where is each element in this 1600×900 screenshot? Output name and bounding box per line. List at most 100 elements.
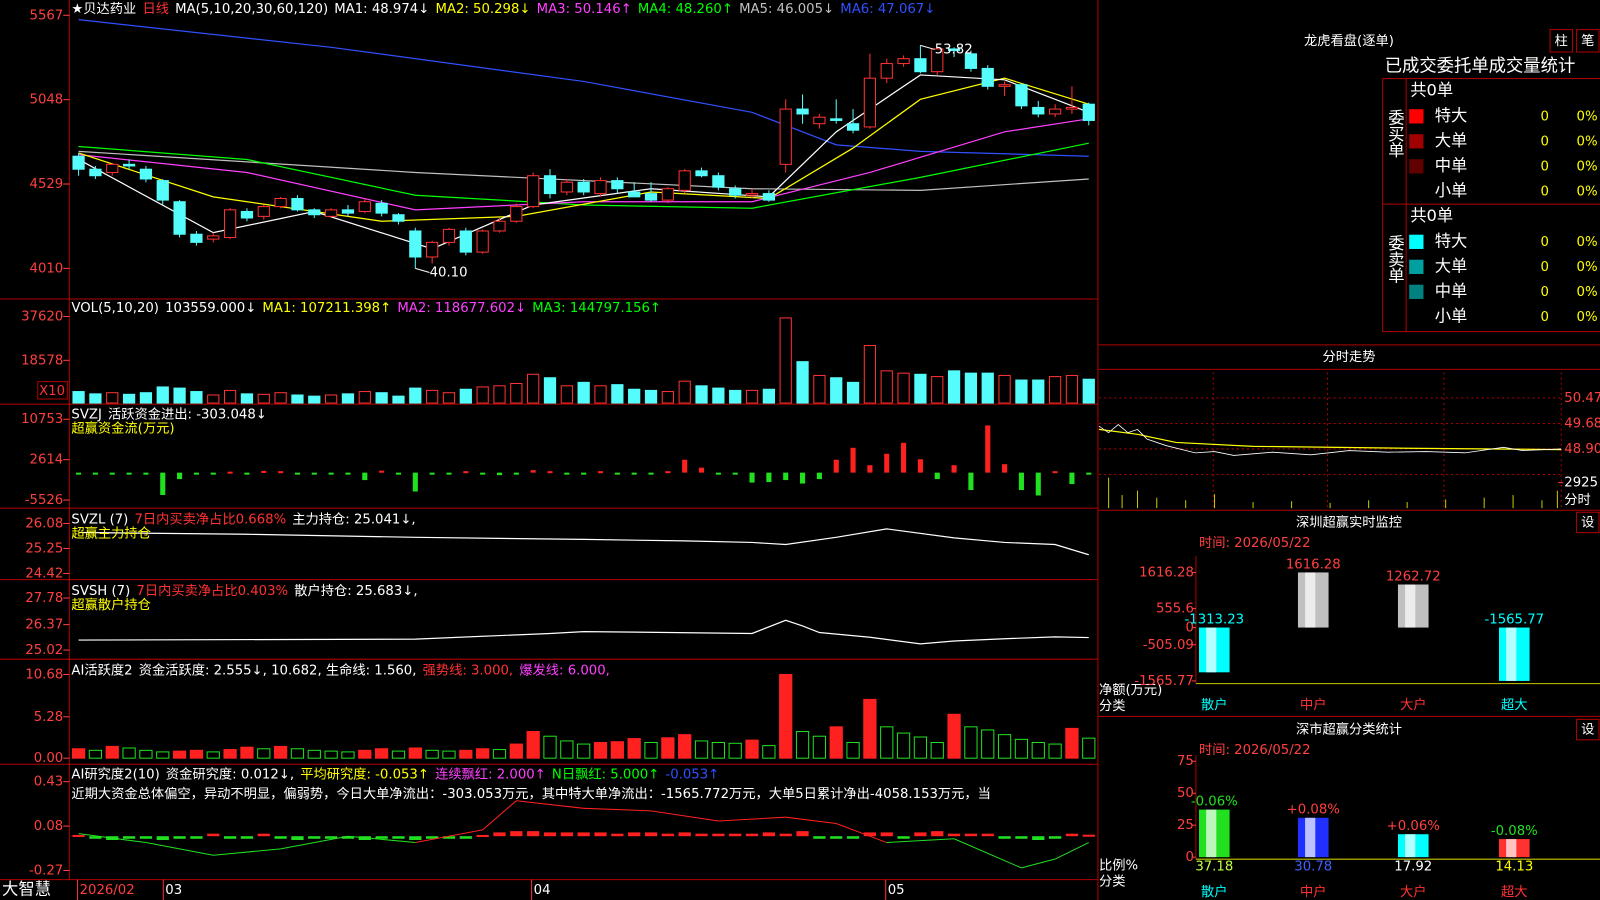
activity-bar xyxy=(459,749,473,759)
panel-header: ★贝达药业 xyxy=(71,1,136,17)
activity-bar xyxy=(1082,737,1096,759)
panel-header: MA1: 107211.398↑ xyxy=(262,301,391,316)
research-bar xyxy=(611,833,624,837)
panel-header: 资金研究度: 0.012↓, xyxy=(166,766,294,782)
volume-bar xyxy=(779,317,792,404)
timestamp: 时间: 2026/05/22 xyxy=(1199,742,1311,758)
panel-header: SVSH (7) xyxy=(71,584,130,599)
panel-header: MA4: 48.260↑ xyxy=(638,2,733,17)
timestamp: 时间: 2026/05/22 xyxy=(1199,535,1311,551)
research-bar xyxy=(459,836,472,839)
candle-body xyxy=(914,58,927,73)
research-bar xyxy=(779,833,792,837)
flow-bar xyxy=(530,470,536,473)
flow-bar xyxy=(884,453,890,473)
settings-button[interactable]: 设 xyxy=(1581,722,1594,738)
research-line xyxy=(347,835,416,844)
value-label: 30.78 xyxy=(1294,859,1332,874)
volume-bar xyxy=(813,374,826,404)
research-bar xyxy=(813,836,826,839)
x-axis-label: 03 xyxy=(165,883,182,898)
table-heading: 已成交委托单成交量统计 xyxy=(1385,56,1576,76)
y-tick-label: 5.28 xyxy=(34,710,64,725)
activity-bar xyxy=(880,726,894,759)
volume-bar xyxy=(257,393,270,404)
volume-bar xyxy=(1015,379,1028,404)
activity-bar xyxy=(795,731,810,759)
activity-bar xyxy=(139,749,153,759)
category-label: 大户 xyxy=(1400,883,1427,900)
candle-body xyxy=(106,163,119,173)
category-label: 中户 xyxy=(1300,696,1327,713)
research-bar xyxy=(156,836,169,841)
activity-bar xyxy=(997,734,1012,759)
volume-bar xyxy=(156,386,169,404)
panel-header: MA2: 118677.602↓ xyxy=(397,301,526,316)
panel-header: AI研究度2(10) xyxy=(71,766,159,782)
row-pct: 0% xyxy=(1577,285,1598,300)
candle-body xyxy=(493,220,506,232)
flow-bar xyxy=(109,472,115,475)
flow-bar xyxy=(749,472,755,483)
candle-body xyxy=(964,53,978,69)
value-label: 1262.72 xyxy=(1386,569,1441,584)
volume-bar xyxy=(931,376,944,404)
flow-bar xyxy=(311,472,317,475)
flow-bar xyxy=(160,472,166,495)
y-tick-label: 5567 xyxy=(30,8,64,23)
activity-bar xyxy=(913,736,928,759)
panel-header: MA(5,10,20,30,60,120) xyxy=(175,2,328,17)
category-label: 超大 xyxy=(1501,884,1528,900)
tab-button[interactable]: 柱 xyxy=(1555,33,1568,49)
research-bar xyxy=(122,836,136,839)
activity-bar xyxy=(189,749,204,759)
volume-bar xyxy=(1065,374,1079,404)
volume-bar xyxy=(981,372,994,404)
change-label: -0.06% xyxy=(1191,794,1238,809)
settings-button[interactable]: 设 xyxy=(1581,514,1594,530)
y-tick-label: 0.43 xyxy=(34,775,64,790)
volume-bar xyxy=(914,373,927,404)
activity-bar xyxy=(846,741,860,759)
flow-bar xyxy=(648,472,654,475)
row-pct: 0% xyxy=(1577,184,1598,199)
flow-bar xyxy=(783,472,789,481)
candle-body xyxy=(325,209,338,217)
volume-bar xyxy=(392,395,405,404)
flow-bar xyxy=(412,472,418,492)
candle-body xyxy=(459,230,472,253)
y-tick-label: 5048 xyxy=(30,93,64,108)
indicator-line xyxy=(78,528,1089,556)
volume-bar xyxy=(173,387,186,404)
row-pct: 0% xyxy=(1577,235,1598,250)
research-bar xyxy=(89,836,102,839)
axis-label: 分类 xyxy=(1099,874,1126,890)
panel-header: 日线 xyxy=(142,1,169,17)
tab-button[interactable]: 笔 xyxy=(1581,33,1594,49)
volume-label: 分时 xyxy=(1564,492,1591,508)
research-line xyxy=(836,823,887,844)
row-pct: 0% xyxy=(1577,109,1598,124)
research-bar xyxy=(409,836,422,841)
volume-bar xyxy=(442,392,456,404)
research-bar xyxy=(947,833,961,837)
panel-header: VOL(5,10,20) xyxy=(71,301,159,316)
y-tick-label: 49.68 xyxy=(1564,417,1600,432)
flow-bar xyxy=(968,472,974,491)
activity-bar xyxy=(694,740,709,759)
y-tick-label: 50 xyxy=(1177,786,1194,801)
research-bar xyxy=(661,833,674,837)
research-bar xyxy=(762,832,775,837)
activity-bar xyxy=(947,713,961,759)
activity-bar xyxy=(307,749,321,759)
volume-bar xyxy=(240,393,254,404)
candle-body xyxy=(72,155,85,170)
flow-bar xyxy=(446,472,452,475)
candle-body xyxy=(1015,84,1028,107)
research-bar xyxy=(493,832,506,837)
research-line xyxy=(145,842,214,856)
research-bar xyxy=(830,836,843,839)
research-bar xyxy=(594,832,607,837)
ma-line xyxy=(78,19,1089,157)
